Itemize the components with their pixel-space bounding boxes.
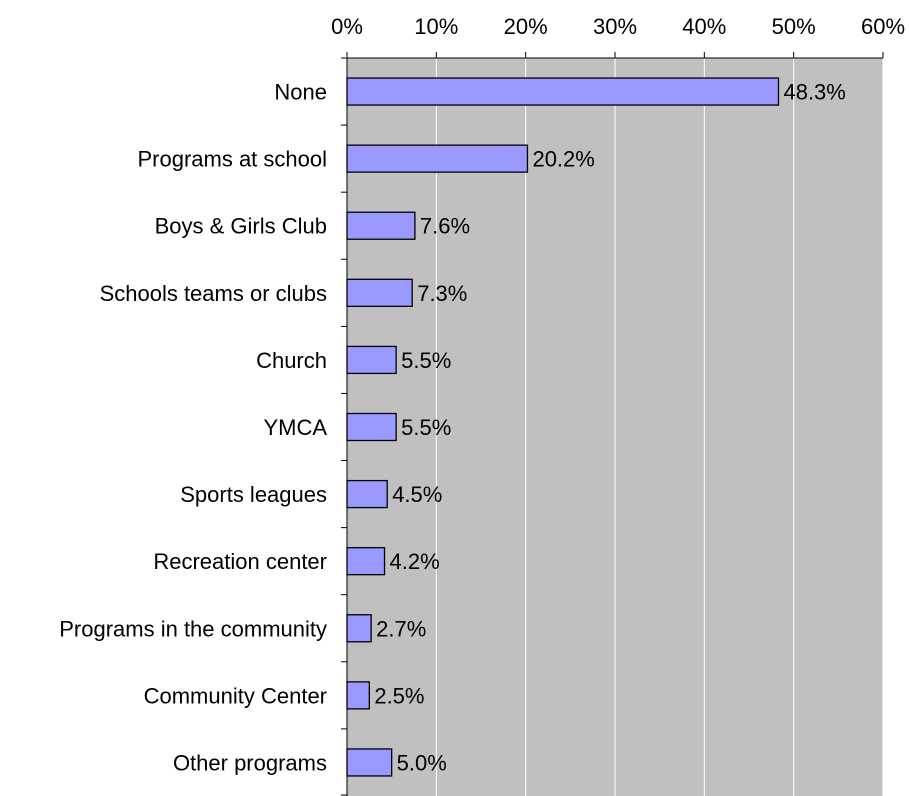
bar bbox=[346, 614, 372, 643]
gridlines bbox=[435, 58, 884, 796]
bar bbox=[346, 345, 397, 375]
x-tick-label: 20% bbox=[504, 14, 548, 39]
category-label: Programs in the community bbox=[59, 616, 327, 641]
category-labels: None Programs at school Boys & Girls Club S… bbox=[59, 80, 327, 776]
x-tick-label: 50% bbox=[772, 14, 816, 39]
axes bbox=[341, 52, 884, 796]
category-label: Sports leagues bbox=[180, 482, 327, 507]
data-label: 2.5% bbox=[374, 683, 424, 708]
data-label: 20.2% bbox=[532, 147, 594, 172]
bars bbox=[346, 77, 780, 777]
data-label: 4.5% bbox=[392, 482, 442, 507]
data-label: 7.6% bbox=[420, 214, 470, 239]
bar bbox=[346, 748, 393, 777]
category-label: Church bbox=[256, 348, 327, 373]
x-tick-label: 30% bbox=[593, 14, 637, 39]
x-tick-label: 60% bbox=[861, 14, 905, 39]
category-label: Community Center bbox=[144, 683, 327, 708]
x-tick-label: 40% bbox=[682, 14, 726, 39]
x-tick-labels: 0% 10% 20% 30% 40% 50% 60% bbox=[331, 14, 905, 39]
category-label: None bbox=[274, 80, 327, 105]
category-label: Programs at school bbox=[137, 147, 327, 172]
value-labels: 48.3% 20.2% 7.6% 7.3% 5.5% 5.5% 4.5% 4.2% 2.7% 2.… bbox=[374, 80, 846, 776]
category-label: Schools teams or clubs bbox=[100, 281, 327, 306]
data-label: 48.3% bbox=[783, 80, 845, 105]
category-label: Boys & Girls Club bbox=[155, 214, 327, 239]
bar bbox=[346, 144, 529, 173]
bar bbox=[346, 479, 388, 509]
bar bbox=[346, 547, 386, 576]
data-label: 5.5% bbox=[401, 348, 451, 373]
x-tick-label: 10% bbox=[414, 14, 458, 39]
category-label: Recreation center bbox=[153, 549, 327, 574]
data-label: 4.2% bbox=[390, 549, 440, 574]
bar bbox=[346, 412, 397, 442]
data-label: 2.7% bbox=[376, 616, 426, 641]
bar bbox=[346, 278, 413, 307]
category-label: YMCA bbox=[263, 415, 327, 440]
bar bbox=[346, 77, 780, 106]
x-tick-label: 0% bbox=[331, 14, 363, 39]
bar bbox=[346, 681, 370, 710]
data-label: 7.3% bbox=[417, 281, 467, 306]
bar bbox=[346, 211, 416, 240]
data-label: 5.5% bbox=[401, 415, 451, 440]
data-label: 5.0% bbox=[397, 750, 447, 775]
category-label: Other programs bbox=[173, 750, 327, 775]
